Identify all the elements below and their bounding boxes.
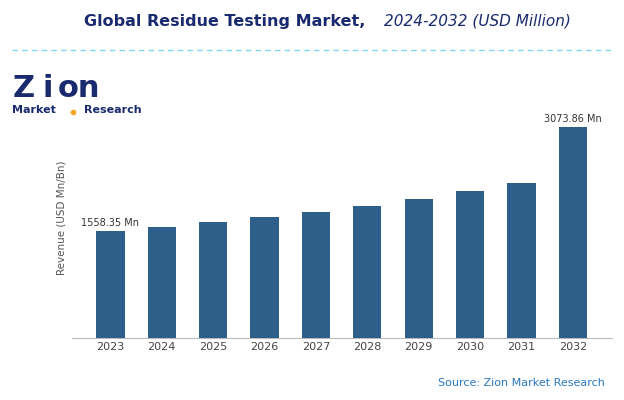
Bar xyxy=(96,231,125,338)
Text: Global Residue Testing Market,: Global Residue Testing Market, xyxy=(84,14,366,29)
Bar xyxy=(250,217,279,338)
Text: i: i xyxy=(42,74,53,103)
Bar xyxy=(507,183,535,338)
Text: 3073.86 Mn: 3073.86 Mn xyxy=(544,114,602,124)
Bar xyxy=(558,127,587,338)
Text: 2024-2032 (USD Million): 2024-2032 (USD Million) xyxy=(384,14,570,29)
Bar xyxy=(456,191,484,338)
Text: Source: Zion Market Research: Source: Zion Market Research xyxy=(439,378,605,388)
Text: on: on xyxy=(58,74,100,103)
Bar xyxy=(148,227,176,338)
Text: Market: Market xyxy=(12,105,56,115)
Y-axis label: Revenue (USD Mn/Bn): Revenue (USD Mn/Bn) xyxy=(56,161,66,275)
Bar xyxy=(302,212,330,338)
Text: 1558.35 Mn: 1558.35 Mn xyxy=(81,218,139,228)
Bar xyxy=(404,199,433,338)
Text: Z: Z xyxy=(12,74,34,103)
Bar xyxy=(353,206,381,338)
Text: Research: Research xyxy=(84,105,142,115)
Text: CAGR : 7.84%: CAGR : 7.84% xyxy=(52,367,160,381)
Bar xyxy=(199,222,227,338)
